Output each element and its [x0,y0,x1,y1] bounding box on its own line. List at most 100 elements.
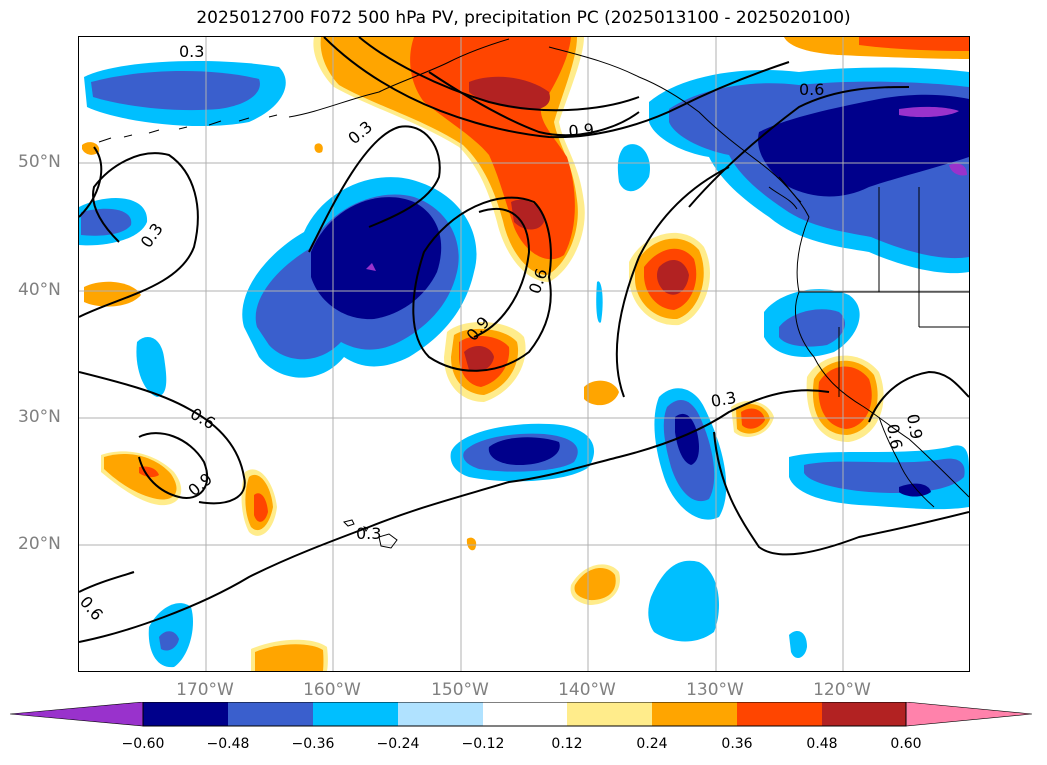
coastlines [98,38,969,549]
colorbar-cell [143,702,228,726]
pv-contour-0.3 [79,389,830,643]
contour-label: 0.3 [709,388,737,411]
state-border [799,187,969,397]
contour-label: 0.3 [344,117,376,148]
pv-contour-0.3 [308,125,441,253]
aleutian-islands [98,114,278,143]
colorbar [9,701,1040,732]
colorbar-tick: 0.48 [806,736,838,752]
colorbar-tick: −0.24 [376,736,420,752]
lat-label-50n: 50°N [18,152,61,172]
negative-anomaly-region [648,560,719,642]
lon-label-170w: 170°W [176,680,234,700]
lon-label-130w: 130°W [686,680,744,700]
negative-anomaly-region [804,458,965,494]
north-america-coastline [795,216,969,498]
contour-label: 0.6 [883,422,906,450]
colorbar-cell [228,702,313,726]
map-title: 2025012700 F072 500 hPa PV, precipitatio… [196,8,851,28]
alaska-coastline [548,46,810,218]
negative-anomaly-region [81,208,132,236]
colorbar-tick: 0.36 [721,736,753,752]
pv-contour-0.6 [358,37,640,112]
positive-anomaly-region [84,281,141,307]
positive-anomaly-region [657,260,689,295]
negative-anomaly-region [758,94,969,197]
pv-contours [79,37,969,643]
contour-label: 0.9 [568,120,595,141]
positive-anomaly-region [314,143,323,153]
lon-label-150w: 150°W [431,680,489,700]
lon-label-140w: 140°W [558,680,616,700]
pv-contour-0.3 [323,37,790,139]
colorbar-frame [142,701,907,727]
pv-contour-0.6 [713,431,969,556]
negative-anomaly-region [366,263,376,271]
negative-anomaly-region [596,281,603,323]
colorbar-cell [313,702,398,726]
pv-contour-0.6 [79,571,135,593]
map-canvas: 0.3 0.3 0.3 0.3 0.3 0.6 0.6 0.6 0.6 0.6 … [79,37,969,671]
colorbar-tick: 0.24 [636,736,668,752]
negative-anomaly-region [899,483,931,497]
contour-label: 0.9 [184,469,216,500]
colorbar-cell [567,702,652,726]
contour-label: 0.6 [79,592,107,624]
negative-anomaly-region [136,337,167,397]
negative-anomaly-region [899,106,959,118]
contour-label: 0.9 [903,412,926,440]
contour-label: 0.6 [187,404,219,433]
pv-contour-0.9 [868,370,969,423]
negative-anomaly-region [617,144,650,192]
positive-anomaly-region [464,345,494,372]
negative-anomaly-region [91,71,260,111]
positive-anomaly-region [254,493,268,522]
negative-anomaly-region [949,163,967,176]
colorbar-svg [9,701,1033,727]
lat-label-40n: 40°N [18,280,61,300]
positive-anomaly-region [859,37,969,51]
positive-anomaly-region [82,142,100,155]
colorbar-tick: −0.60 [121,736,165,752]
colorbar-tick: −0.48 [206,736,250,752]
colorbar-tick: 0.60 [890,736,922,752]
pv-contour-0.6 [412,196,552,372]
negative-anomaly-region [311,197,442,320]
lon-label-120w: 120°W [813,680,871,700]
gridlines [79,37,969,671]
negative-anomaly-region [159,631,179,651]
colorbar-cell [737,702,822,726]
negative-anomaly-region [779,309,846,347]
british-columbia-coastline [768,176,802,210]
colorbar-extend-max [905,701,1033,727]
colorbar-tick: −0.36 [291,736,335,752]
baja-coastline [878,416,935,508]
contour-label: 0.3 [179,42,204,61]
lon-label-160w: 160°W [303,680,361,700]
pv-contour-0.3 [79,146,103,218]
colorbar-cell [652,702,737,726]
colorbar-tick: −0.12 [461,736,505,752]
positive-anomaly-region [741,408,765,429]
negative-anomaly-region [488,437,560,465]
colorbar-cell [483,702,567,726]
negative-anomaly-region [675,413,699,465]
lat-label-20n: 20°N [18,534,61,554]
positive-anomaly-region [584,380,619,406]
colorbar-cell [822,702,906,726]
precip-fill-layer [79,37,969,671]
colorbar-extend-min [9,701,144,727]
colorbar-tick: 0.12 [551,736,583,752]
pv-contour-0.6 [79,371,246,505]
positive-anomaly-region [574,568,616,601]
pv-contour-0.3 [615,166,730,398]
colorbar-cell [398,702,483,726]
contour-label: 0.6 [799,80,824,99]
pv-contour-0.9 [138,432,209,499]
pv-contour-0.6 [688,86,910,208]
pv-contour-0.9 [473,207,531,338]
alaska-coastline [288,38,510,118]
lat-label-30n: 30°N [18,407,61,427]
positive-anomaly-region [466,537,477,551]
positive-anomaly-region [255,644,324,671]
